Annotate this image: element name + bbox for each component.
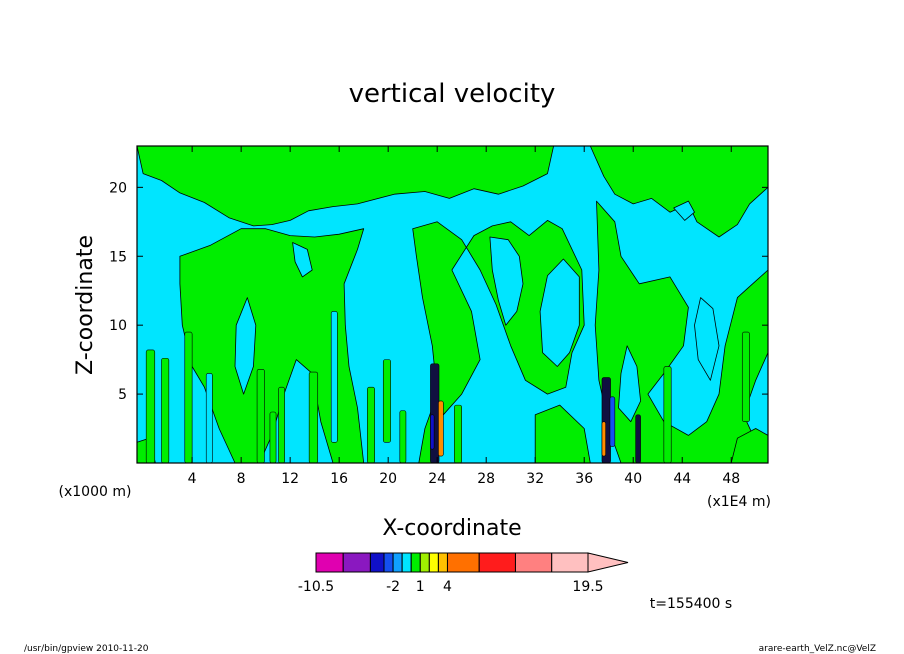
colorbar-labels: -10.5 -2 1 4 19.5 <box>298 579 604 595</box>
colorbar-segment <box>401 552 412 573</box>
contour-region-negative <box>292 242 313 278</box>
contour-region-negative <box>489 236 524 326</box>
y-tick-label: 15 <box>109 249 127 265</box>
colorbar-segment <box>315 552 344 573</box>
colorbar-tick-label: 4 <box>443 579 452 595</box>
colorbar-segment <box>514 552 553 573</box>
y-tick-label: 5 <box>118 387 127 403</box>
x-tick-label: 8 <box>237 471 246 487</box>
contour-plume <box>430 414 435 450</box>
contour-plume <box>601 421 606 457</box>
contour-streak <box>308 371 319 464</box>
time-label: t=155400 s <box>650 596 732 612</box>
x-tick-label: 48 <box>722 471 740 487</box>
x-tick-label: 40 <box>624 471 642 487</box>
contour-plume <box>635 414 641 464</box>
contour-streak <box>454 404 462 464</box>
colorbar-segment <box>392 552 403 573</box>
footer-right: arare-earth_VelZ.nc@VelZ <box>759 644 876 654</box>
contour-streak <box>330 311 338 443</box>
contour-region-positive <box>136 145 554 227</box>
x-tick-label: 12 <box>281 471 299 487</box>
colorbar-segment <box>369 552 385 573</box>
y-axis-label: Z-coordinate <box>73 235 98 375</box>
contour-plume <box>609 396 616 447</box>
colorbar-segment <box>419 552 430 573</box>
contour-region-negative <box>673 200 695 221</box>
contour-region-negative <box>618 345 641 423</box>
y-tick-label: 20 <box>109 180 127 196</box>
contour-streak <box>205 373 213 464</box>
y-tick-label: 10 <box>109 318 127 334</box>
contour-streak <box>161 357 170 464</box>
x-tick-label: 36 <box>575 471 593 487</box>
x-tick-label: 44 <box>673 471 691 487</box>
x-tick-label: 24 <box>428 471 446 487</box>
colorbar-tick-label: 1 <box>416 579 425 595</box>
y-tick-layer: 5 10 15 20 <box>109 180 768 403</box>
contour-region-negative <box>234 297 257 395</box>
footer-left: /usr/bin/gpview 2010-11-20 <box>24 644 149 654</box>
colorbar-tick-label: -2 <box>386 579 400 595</box>
contour-plume <box>438 400 444 457</box>
contour-region-positive <box>412 220 585 464</box>
contour-streak <box>367 386 375 464</box>
plot-frame <box>136 145 769 464</box>
contour-streak <box>256 368 265 464</box>
x-axis-label: X-coordinate <box>382 516 521 541</box>
x-tick-label: 16 <box>330 471 348 487</box>
contour-streak <box>184 331 193 464</box>
colorbar-segment <box>551 552 589 573</box>
contour-streak <box>145 349 156 464</box>
x-tick-label: 32 <box>526 471 544 487</box>
colorbar-extension-arrow <box>587 552 629 573</box>
x-tick-label: 4 <box>188 471 197 487</box>
contour-region-negative <box>539 258 580 367</box>
colorbar-segment <box>446 552 480 573</box>
contour-region-negative <box>694 297 720 381</box>
x-tick-label: 20 <box>379 471 397 487</box>
colorbar-segment <box>342 552 371 573</box>
contour-fill-layer <box>136 145 769 464</box>
colorbar-tick-label: -10.5 <box>298 579 334 595</box>
contour-streak <box>278 386 285 464</box>
chart-title: vertical velocity <box>349 79 556 109</box>
x-scale-label: (x1E4 m) <box>707 494 771 510</box>
contour-streak <box>399 410 407 464</box>
contour-streak <box>663 366 672 464</box>
colorbar-segment <box>428 552 439 573</box>
x-tick-layer: 4 8 12 16 20 24 28 32 36 40 44 48 <box>188 146 740 487</box>
contour-streak <box>382 359 391 443</box>
x-unit-label: (x1000 m) <box>59 484 132 500</box>
colorbar-segment <box>478 552 516 573</box>
colorbar-segment <box>437 552 448 573</box>
contour-streak <box>741 331 750 422</box>
x-tick-label: 28 <box>477 471 495 487</box>
colorbar-segment <box>383 552 394 573</box>
contour-streak <box>269 411 277 464</box>
colorbar-segment <box>410 552 421 573</box>
colorbar-tick-label: 19.5 <box>572 579 603 595</box>
colorbar <box>315 552 629 573</box>
